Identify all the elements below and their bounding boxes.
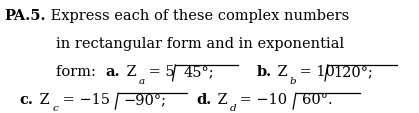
Text: PA.5.: PA.5. xyxy=(4,9,46,23)
Text: in rectangular form and in exponential: in rectangular form and in exponential xyxy=(56,37,344,51)
Text: c.: c. xyxy=(19,92,33,106)
Text: c: c xyxy=(52,104,58,112)
Text: b.: b. xyxy=(256,65,272,79)
Text: Z: Z xyxy=(213,92,228,106)
Text: 45°;: 45°; xyxy=(183,65,214,79)
Text: a: a xyxy=(139,76,145,85)
Text: 60°.: 60°. xyxy=(302,92,332,106)
Text: d.: d. xyxy=(197,92,212,106)
Text: a.: a. xyxy=(106,65,120,79)
Text: 120°;: 120°; xyxy=(334,65,373,79)
Text: = −15: = −15 xyxy=(58,92,110,106)
Text: = 10: = 10 xyxy=(295,65,334,79)
Text: = 5: = 5 xyxy=(144,65,175,79)
Text: Z: Z xyxy=(272,65,287,79)
Text: form:: form: xyxy=(56,65,110,79)
Text: d: d xyxy=(230,104,236,112)
Text: = −10: = −10 xyxy=(235,92,287,106)
Text: −90°;: −90°; xyxy=(124,92,167,106)
Text: Express each of these complex numbers: Express each of these complex numbers xyxy=(47,9,349,23)
Text: Z: Z xyxy=(122,65,137,79)
Text: b: b xyxy=(290,76,296,85)
Text: Z: Z xyxy=(36,92,50,106)
